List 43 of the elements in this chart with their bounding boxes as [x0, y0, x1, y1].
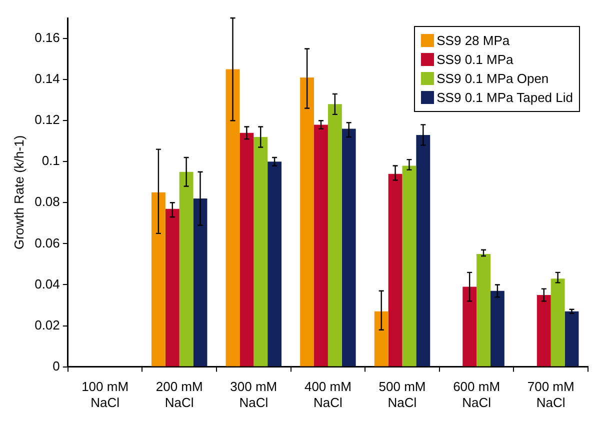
bar: [374, 311, 388, 366]
bar: [564, 311, 579, 366]
x-tick-label: 300 mM NaCl: [230, 379, 278, 410]
x-tick-label: 500 mM NaCl: [378, 379, 426, 410]
bar: [388, 174, 402, 366]
y-tick-label: 0.06: [34, 235, 60, 250]
bar: [193, 198, 208, 366]
y-tick-label: 0.02: [34, 317, 60, 332]
x-tick-label: 600 mM NaCl: [453, 379, 500, 410]
bar: [402, 166, 416, 366]
legend-label: SS9 0.1 MPa Open: [436, 71, 549, 86]
bar: [300, 78, 314, 366]
bar: [240, 132, 254, 366]
bar: [268, 162, 282, 366]
x-tick-label: 400 mM NaCl: [304, 379, 352, 410]
x-tick-label: 200 mM NaCl: [156, 379, 203, 410]
bar: [226, 69, 240, 366]
y-tick-label: 0.12: [34, 112, 60, 128]
y-tick-label: 0.1: [42, 153, 60, 168]
bar: [476, 254, 490, 366]
bar: [416, 134, 430, 366]
x-tick-label: 700 mM NaCl: [527, 379, 574, 410]
bar: [490, 290, 504, 366]
bar: [179, 172, 194, 366]
bar: [151, 192, 166, 366]
bar: [328, 104, 342, 366]
bar: [550, 278, 565, 366]
bar: [254, 137, 268, 366]
x-tick-label: 100 mM NaCl: [82, 379, 129, 410]
bar: [536, 294, 551, 366]
bar: [165, 208, 180, 366]
bar: [462, 286, 477, 366]
y-tick-label: 0: [52, 358, 60, 374]
legend-label: SS9 28 MPa: [436, 33, 510, 48]
bar: [342, 128, 356, 366]
y-tick-label: 0.04: [34, 276, 60, 292]
y-tick-label: 0.08: [34, 194, 60, 210]
y-axis-title: Growth Rate (k/h-1): [11, 135, 26, 250]
legend-label: SS9 0.1 MPa: [436, 52, 514, 67]
legend-label: SS9 0.1 MPa Taped Lid: [436, 90, 573, 105]
bar: [314, 124, 328, 366]
y-tick-label: 0.16: [34, 30, 60, 46]
y-tick-label: 0.14: [34, 71, 60, 86]
